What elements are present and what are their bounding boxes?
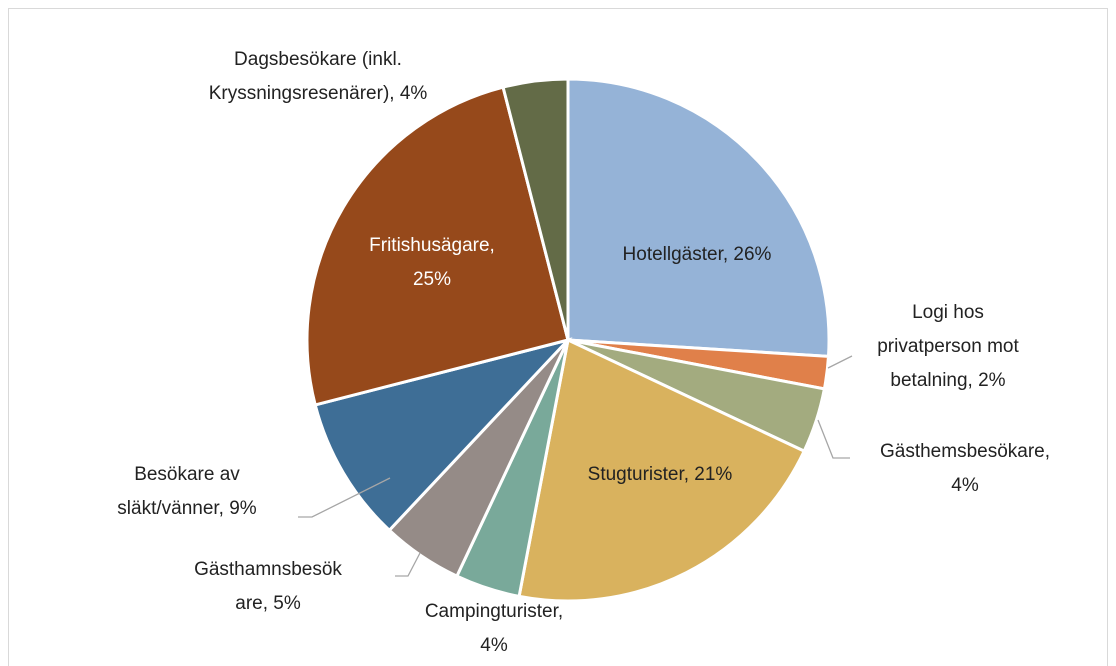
pie-slice [517, 337, 807, 603]
data-label: Fritishusägare, [369, 235, 495, 256]
data-label: Logi hos [912, 302, 984, 323]
leader-line [395, 552, 421, 577]
pie-slice [305, 85, 570, 407]
data-label: are, 5% [235, 593, 301, 614]
data-label: Kryssningsresenärer), 4% [209, 83, 428, 104]
leader-line [298, 477, 391, 518]
pie-slice [501, 77, 570, 341]
pie-slice [566, 77, 831, 358]
data-label: 4% [951, 475, 979, 496]
data-label: Besökare av [134, 464, 240, 485]
data-label: Dagsbesökare (inkl. [234, 49, 402, 70]
leader-line [827, 355, 853, 369]
data-label: 25% [413, 269, 451, 290]
data-label: Gästhemsbesökare, [880, 441, 1050, 462]
pie-slice [313, 337, 573, 533]
data-label: Hotellgäster, 26% [623, 244, 772, 265]
data-label: Campingturister, [425, 601, 563, 622]
data-label: Stugturister, 21% [588, 464, 733, 485]
data-label: betalning, 2% [890, 370, 1005, 391]
data-label: privatperson mot [877, 336, 1019, 357]
data-label: 4% [480, 635, 508, 656]
data-label: släkt/vänner, 9% [117, 498, 257, 519]
leader-line [817, 419, 850, 459]
data-label: Gästhamnsbesök [194, 559, 342, 580]
